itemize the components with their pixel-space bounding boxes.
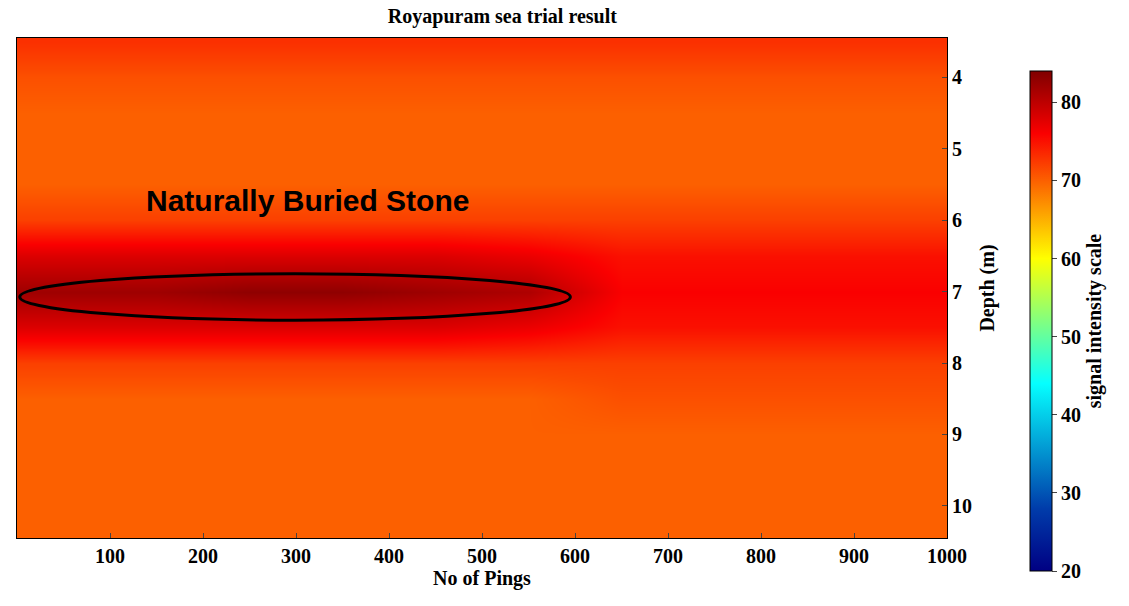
- svg-text:Naturally Buried Stone: Naturally Buried Stone: [146, 184, 469, 217]
- svg-text:No of Pings: No of Pings: [433, 567, 531, 590]
- svg-text:Depth (m): Depth (m): [976, 244, 999, 331]
- svg-text:1000: 1000: [927, 545, 967, 567]
- svg-text:5: 5: [952, 138, 962, 160]
- svg-text:40: 40: [1061, 404, 1081, 426]
- svg-text:20: 20: [1061, 560, 1081, 582]
- svg-text:400: 400: [374, 545, 404, 567]
- svg-text:800: 800: [746, 545, 776, 567]
- svg-text:6: 6: [952, 209, 962, 231]
- svg-text:600: 600: [560, 545, 590, 567]
- svg-text:200: 200: [188, 545, 218, 567]
- svg-text:70: 70: [1061, 169, 1081, 191]
- svg-text:50: 50: [1061, 326, 1081, 348]
- svg-text:signal intensity scale: signal intensity scale: [1083, 234, 1106, 409]
- svg-text:9: 9: [952, 423, 962, 445]
- svg-text:700: 700: [653, 545, 683, 567]
- svg-text:4: 4: [952, 66, 962, 88]
- svg-text:500: 500: [467, 545, 497, 567]
- svg-text:10: 10: [952, 495, 972, 517]
- svg-text:8: 8: [952, 352, 962, 374]
- svg-text:30: 30: [1061, 482, 1081, 504]
- svg-text:900: 900: [839, 545, 869, 567]
- svg-text:80: 80: [1061, 91, 1081, 113]
- svg-text:100: 100: [95, 545, 125, 567]
- svg-text:60: 60: [1061, 248, 1081, 270]
- svg-text:7: 7: [952, 281, 962, 303]
- svg-text:Royapuram sea trial result: Royapuram sea trial result: [388, 5, 617, 28]
- svg-text:300: 300: [281, 545, 311, 567]
